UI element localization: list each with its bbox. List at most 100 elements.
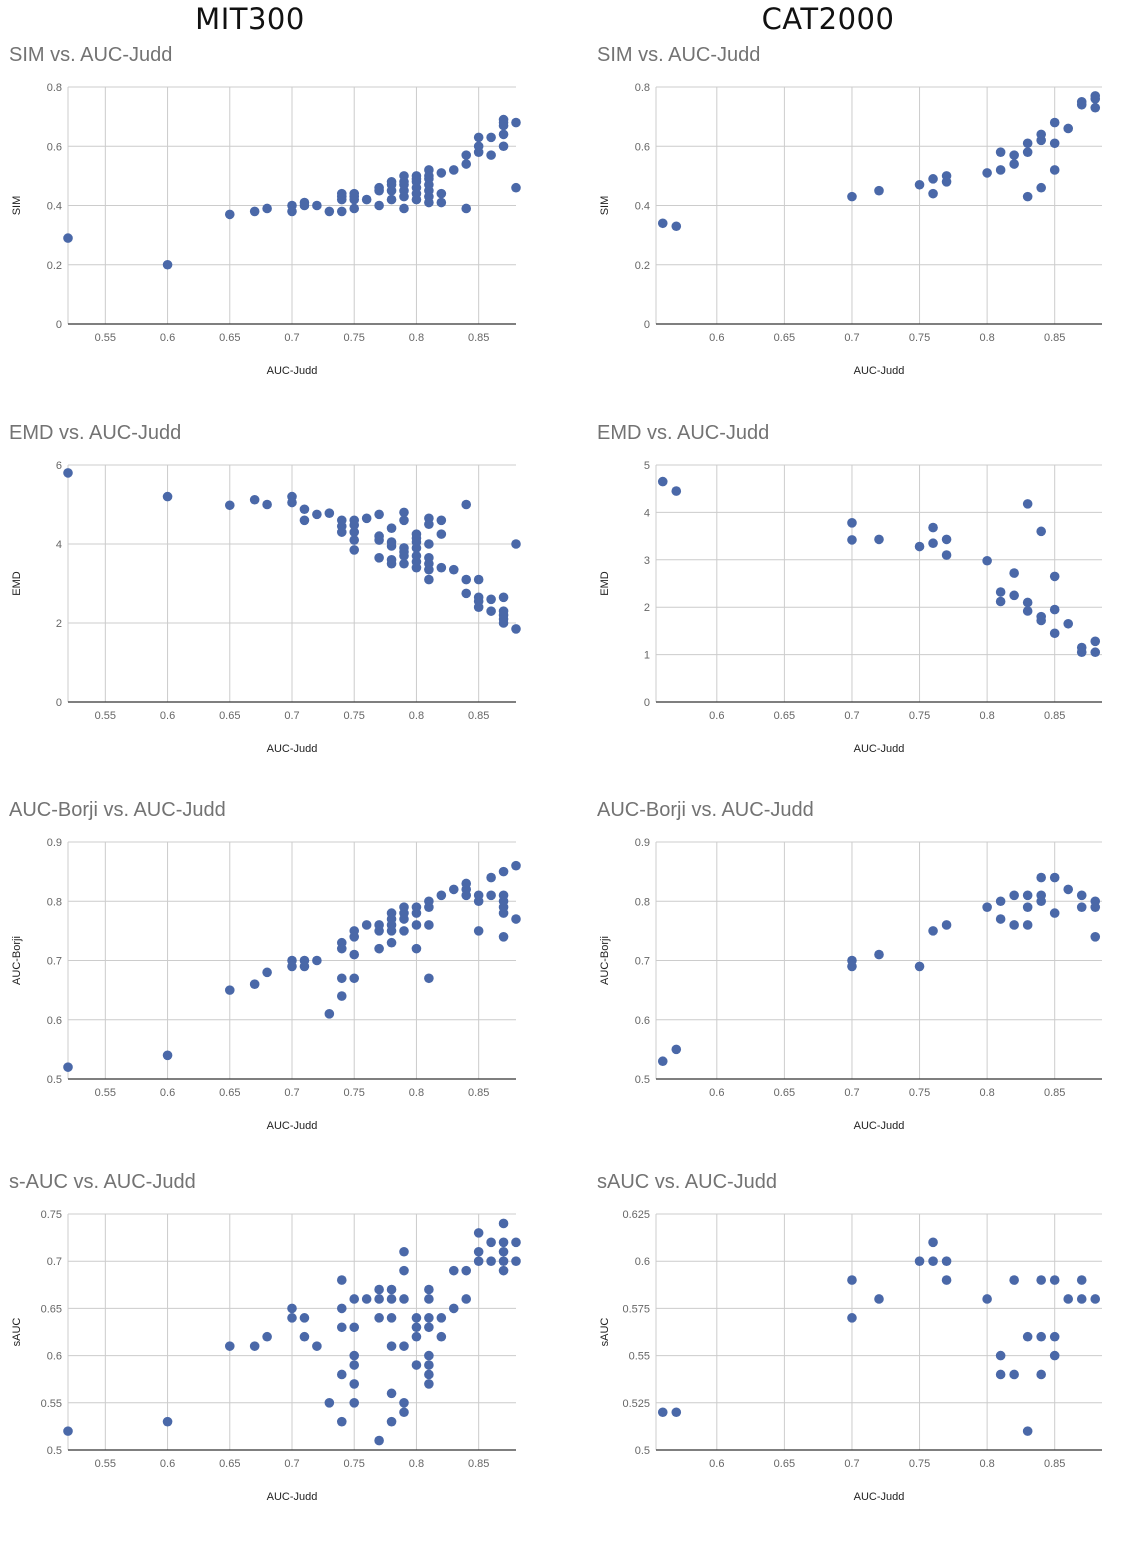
data-point (1022, 147, 1033, 157)
data-point (386, 1294, 397, 1304)
data-point (349, 515, 360, 526)
data-point (1022, 1426, 1033, 1436)
data-point (287, 1313, 297, 1323)
data-point (847, 535, 857, 545)
scatter-plot-mit300-sim: 0 0.2 0.4 0.6 0.8 0.55 0.6 0.65 0.7 0.75 0.8 0.85 AU… (11, 82, 521, 377)
data-point (411, 920, 422, 930)
data-point (162, 1050, 173, 1061)
data-point (914, 541, 925, 552)
data-point (424, 1360, 434, 1370)
chart-title: EMD vs. AUC-Judd (597, 422, 770, 444)
x-tick-label: 0.85 (1044, 332, 1065, 344)
data-point (914, 179, 925, 190)
chart-panel-mit300-emd: EMD vs. AUC-Judd 0 2 4 6 0.55 0.6 0.65 0.7 0.75 0… (0, 422, 560, 800)
data-point (349, 1294, 360, 1304)
data-point (1049, 117, 1060, 128)
data-point (436, 197, 447, 208)
data-point (847, 518, 857, 528)
data-point (399, 1246, 409, 1257)
data-point (982, 168, 992, 178)
x-tick-label: 0.6 (709, 1087, 724, 1099)
data-point (349, 973, 360, 984)
data-point (511, 624, 521, 634)
y-tick-label: 0.7 (47, 956, 62, 968)
x-tick-label: 0.55 (95, 1087, 116, 1099)
x-tick-label: 0.8 (979, 332, 994, 344)
y-tick-label: 0.625 (622, 1209, 650, 1221)
data-point (448, 165, 459, 175)
data-point (1076, 902, 1087, 912)
data-point (1076, 1294, 1087, 1304)
data-point (1049, 165, 1060, 175)
y-tick-label: 0 (644, 319, 650, 331)
data-point (336, 188, 347, 199)
data-point (486, 132, 496, 143)
x-tick-label: 0.8 (409, 1458, 424, 1470)
chart-title: SIM vs. AUC-Judd (9, 44, 173, 66)
y-tick-label: 0.8 (47, 896, 62, 908)
data-point (498, 129, 509, 140)
data-point (386, 523, 397, 533)
data-point (436, 515, 447, 526)
y-tick-label: 0.6 (47, 1015, 62, 1027)
data-point (424, 1294, 434, 1304)
data-point (411, 171, 422, 181)
data-point (399, 1341, 409, 1351)
scatter-plot-cat2000-auc-borji: 0.5 0.6 0.7 0.8 0.9 0.6 0.65 0.7 0.75 0.8 0.85 AUC-… (599, 837, 1102, 1132)
x-axis-label: AUC-Judd (854, 743, 905, 755)
y-tick-label: 0.8 (635, 82, 650, 94)
data-point (349, 1379, 360, 1389)
data-point (1036, 129, 1046, 140)
x-tick-label: 0.6 (160, 1087, 175, 1099)
data-point (511, 182, 521, 193)
data-point (374, 182, 384, 193)
data-point (461, 159, 472, 169)
data-point (914, 1256, 925, 1266)
x-tick-label: 0.8 (979, 1458, 994, 1470)
data-point (399, 543, 409, 553)
data-point (671, 1407, 682, 1418)
data-point (224, 500, 235, 511)
data-point (287, 491, 297, 502)
data-point (928, 926, 938, 936)
data-point (424, 165, 434, 175)
data-point (374, 1313, 384, 1323)
x-axis-label: AUC-Judd (854, 1491, 905, 1503)
y-axis-label: sAUC (11, 1318, 23, 1347)
data-point (1009, 1369, 1019, 1380)
data-point (941, 171, 952, 181)
data-point (941, 1256, 952, 1266)
data-point (1049, 872, 1060, 883)
chart-title: AUC-Borji vs. AUC-Judd (597, 799, 814, 821)
data-point (336, 991, 347, 1001)
data-point (486, 150, 496, 160)
data-point (498, 1218, 509, 1229)
data-point (224, 1341, 235, 1351)
x-tick-label: 0.8 (409, 1087, 424, 1099)
y-axis-label: AUC-Borji (599, 936, 611, 985)
y-tick-label: 0 (56, 319, 62, 331)
data-point (399, 1265, 409, 1276)
y-tick-label: 0.5 (47, 1445, 62, 1457)
y-tick-label: 0.7 (635, 956, 650, 968)
y-tick-label: 0.5 (47, 1074, 62, 1086)
x-tick-label: 0.85 (468, 332, 489, 344)
data-point (411, 1360, 422, 1370)
chart-title: AUC-Borji vs. AUC-Judd (9, 799, 226, 821)
data-point (1009, 920, 1019, 930)
data-point (1049, 908, 1060, 918)
data-point (63, 233, 73, 243)
y-tick-label: 0.65 (41, 1303, 62, 1315)
data-point (995, 1350, 1006, 1361)
data-point (1009, 159, 1019, 169)
data-point (1009, 590, 1019, 601)
data-point (386, 1416, 397, 1427)
y-tick-label: 0.5 (635, 1445, 650, 1457)
data-point (324, 508, 335, 518)
data-point (386, 555, 397, 565)
data-point (436, 1331, 447, 1342)
scatter-plot-cat2000-sim: 0 0.2 0.4 0.6 0.8 0.6 0.65 0.7 0.75 0.8 0.85 AUC-Ju… (599, 82, 1102, 377)
data-point (1022, 1331, 1033, 1342)
x-tick-label: 0.65 (774, 332, 795, 344)
data-point (312, 200, 322, 211)
